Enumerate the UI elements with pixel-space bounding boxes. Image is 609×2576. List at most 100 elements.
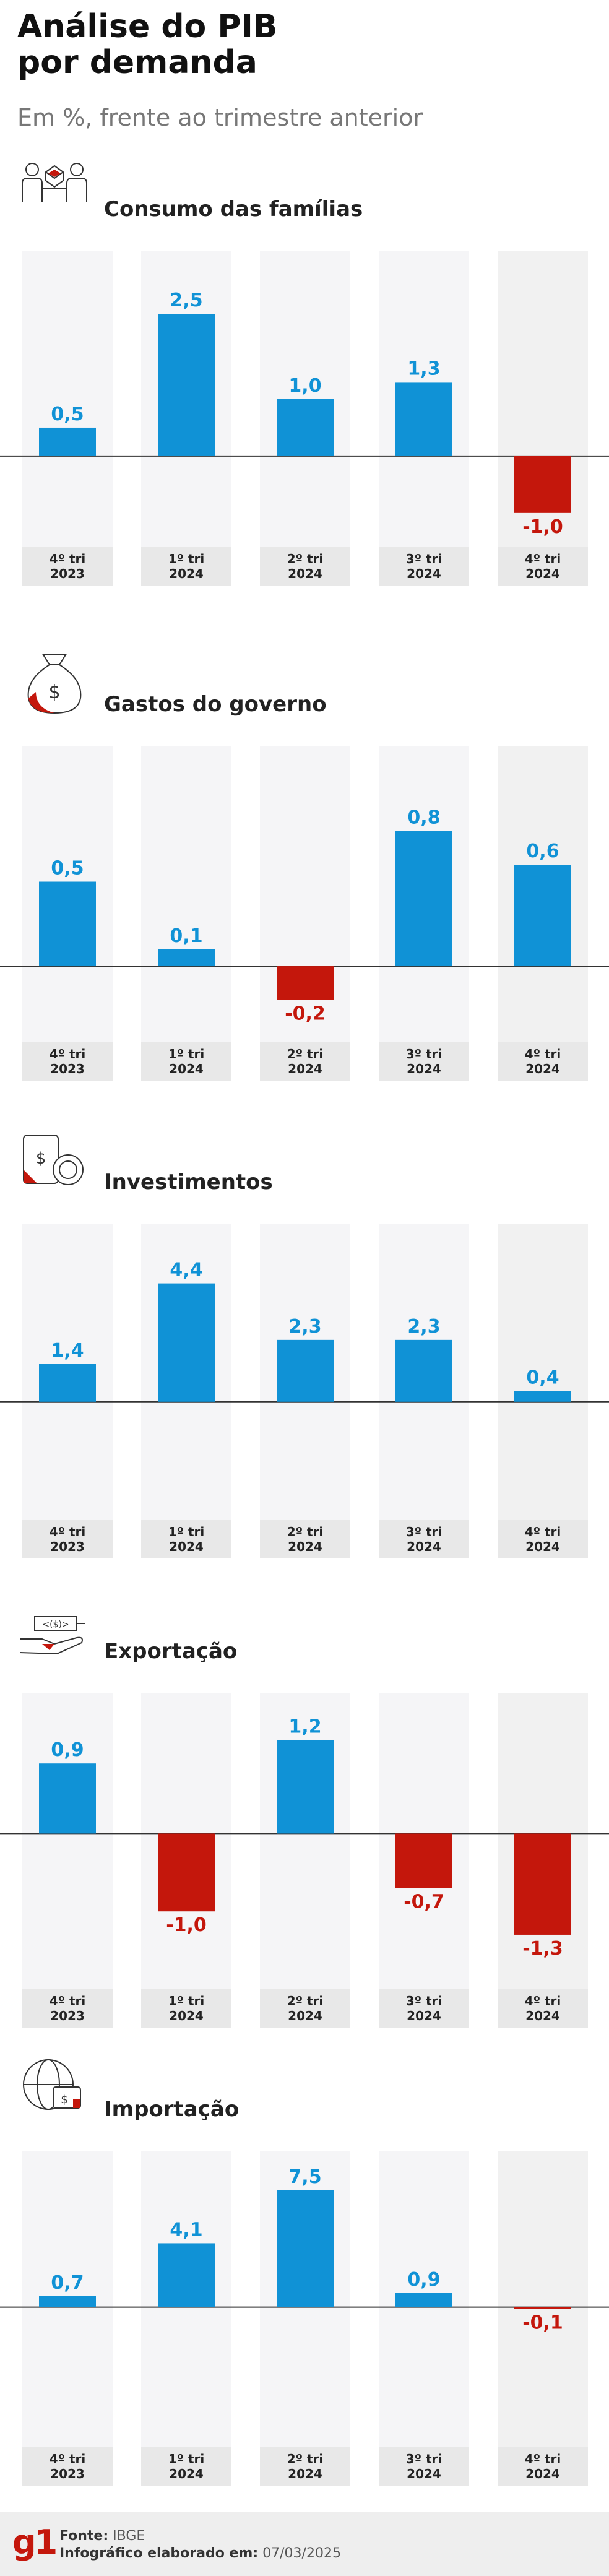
category-label-quarter: 1º tri bbox=[168, 1524, 204, 1539]
category-label-year: 2024 bbox=[169, 1539, 204, 1554]
bar-0 bbox=[39, 427, 96, 456]
category-label-quarter: 2º tri bbox=[287, 551, 323, 566]
column-background bbox=[22, 2151, 113, 2486]
column-background bbox=[22, 1693, 113, 2028]
bar-4 bbox=[514, 865, 571, 967]
data-label-1: -1,0 bbox=[166, 1914, 207, 1936]
category-label-background bbox=[22, 1520, 113, 1558]
category-label-quarter: 3º tri bbox=[406, 551, 442, 566]
svg-text:<($)>: <($)> bbox=[42, 1620, 69, 1630]
data-label-3: 1,3 bbox=[407, 358, 440, 379]
svg-text:$: $ bbox=[48, 681, 60, 703]
bar-2 bbox=[277, 966, 334, 1000]
category-label-background bbox=[22, 2447, 113, 2486]
category-label-background bbox=[141, 547, 231, 586]
bar-3 bbox=[395, 382, 452, 456]
category-label-background bbox=[498, 547, 588, 586]
category-label-background bbox=[379, 1042, 469, 1081]
bar-4 bbox=[514, 1833, 571, 1935]
category-label-background bbox=[141, 2447, 231, 2486]
data-label-3: 0,9 bbox=[407, 2269, 440, 2291]
column-background bbox=[22, 251, 113, 586]
category-label-year: 2024 bbox=[169, 566, 204, 581]
source-label: Fonte: bbox=[59, 2528, 109, 2544]
bar-1 bbox=[158, 2243, 215, 2307]
bar-0 bbox=[39, 881, 96, 967]
data-label-0: 0,7 bbox=[51, 2272, 84, 2294]
section-title: Investimentos bbox=[104, 1170, 273, 1195]
category-label-quarter: 2º tri bbox=[287, 1047, 323, 1061]
category-label-year: 2024 bbox=[407, 566, 441, 581]
g1-logo: g1 bbox=[12, 2523, 58, 2562]
category-label-year: 2023 bbox=[50, 2008, 85, 2023]
category-label-background bbox=[379, 547, 469, 586]
category-label-quarter: 4º tri bbox=[525, 1994, 561, 2008]
data-label-2: 2,3 bbox=[288, 1316, 321, 1338]
bar-0 bbox=[39, 1364, 96, 1402]
data-label-0: 1,4 bbox=[51, 1340, 84, 1362]
svg-text:$: $ bbox=[36, 1149, 46, 1168]
data-label-2: 7,5 bbox=[288, 2166, 321, 2188]
money-hand-icon: <($)> bbox=[17, 1596, 92, 1664]
category-label-quarter: 3º tri bbox=[406, 1047, 442, 1061]
bar-1 bbox=[158, 1833, 215, 1912]
category-label-quarter: 1º tri bbox=[168, 1994, 204, 2008]
investment-cycle-icon: $ bbox=[17, 1126, 92, 1195]
category-label-background bbox=[498, 1042, 588, 1081]
title-line-1: Análise do PIB bbox=[17, 8, 278, 45]
category-label-year: 2024 bbox=[288, 2008, 322, 2023]
category-label-quarter: 2º tri bbox=[287, 2452, 323, 2466]
bar-4 bbox=[514, 1391, 571, 1402]
bar-1 bbox=[158, 1283, 215, 1402]
category-label-year: 2024 bbox=[288, 566, 322, 581]
category-label-year: 2024 bbox=[407, 1539, 441, 1554]
category-label-year: 2024 bbox=[169, 2008, 204, 2023]
data-label-4: -0,1 bbox=[522, 2312, 563, 2334]
bar-3 bbox=[395, 1339, 452, 1402]
category-label-year: 2023 bbox=[50, 2466, 85, 2481]
bar-2 bbox=[277, 399, 334, 456]
category-label-background bbox=[260, 2447, 350, 2486]
data-label-4: 0,6 bbox=[526, 841, 559, 862]
column-background bbox=[141, 2151, 231, 2486]
data-label-2: 1,0 bbox=[288, 375, 321, 397]
category-label-year: 2024 bbox=[525, 2008, 560, 2023]
category-label-year: 2024 bbox=[169, 2466, 204, 2481]
column-background bbox=[498, 251, 588, 586]
category-label-background bbox=[260, 1042, 350, 1081]
category-label-year: 2024 bbox=[525, 1061, 560, 1076]
data-label-1: 4,1 bbox=[170, 2219, 202, 2241]
bar-0 bbox=[39, 1763, 96, 1834]
data-label-2: 1,2 bbox=[288, 1716, 321, 1737]
page-title: Análise do PIB por demanda bbox=[17, 9, 574, 80]
category-label-quarter: 4º tri bbox=[525, 2452, 561, 2466]
footer: g1 Fonte: IBGE Infográfico elaborado em:… bbox=[0, 2512, 609, 2576]
category-label-background bbox=[260, 1520, 350, 1558]
section-title: Importação bbox=[104, 2097, 240, 2122]
category-label-background bbox=[22, 1042, 113, 1081]
data-label-4: -1,0 bbox=[522, 516, 563, 538]
bar-2 bbox=[277, 1339, 334, 1402]
category-label-year: 2023 bbox=[50, 1061, 85, 1076]
bar-1 bbox=[158, 949, 215, 967]
data-label-3: 2,3 bbox=[407, 1316, 440, 1338]
category-label-quarter: 4º tri bbox=[50, 1047, 85, 1061]
category-label-quarter: 4º tri bbox=[50, 2452, 85, 2466]
data-label-1: 2,5 bbox=[170, 290, 202, 311]
category-label-background bbox=[22, 1989, 113, 2028]
section-title: Gastos do governo bbox=[104, 692, 327, 717]
category-label-quarter: 3º tri bbox=[406, 1524, 442, 1539]
category-label-year: 2024 bbox=[407, 2466, 441, 2481]
category-label-year: 2024 bbox=[525, 1539, 560, 1554]
data-label-4: -1,3 bbox=[522, 1938, 563, 1960]
section-title: Exportação bbox=[104, 1639, 238, 1664]
data-label-3: 0,8 bbox=[407, 807, 440, 829]
category-label-background bbox=[22, 547, 113, 586]
bar-4 bbox=[514, 456, 571, 513]
category-label-year: 2024 bbox=[407, 2008, 441, 2023]
category-label-year: 2024 bbox=[525, 566, 560, 581]
category-label-background bbox=[379, 1989, 469, 2028]
